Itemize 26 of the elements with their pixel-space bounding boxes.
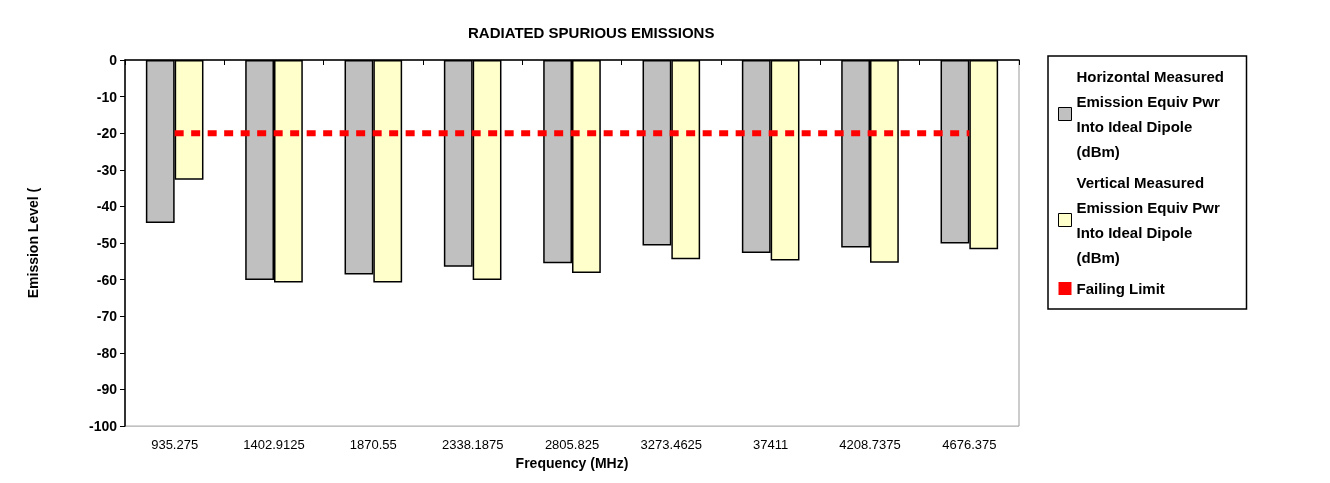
x-tick-label: 4208.7375 [839, 437, 901, 453]
x-tick-label: 37411 [753, 437, 789, 453]
x-tick-label: 3273.4625 [640, 437, 703, 453]
y-tick-label: -20 [96, 125, 118, 142]
y-axis-title: Emission Level ( [25, 187, 41, 299]
y-tick-label: -10 [96, 88, 118, 105]
legend-label: Horizontal Measured Emission Equiv Pwr Into Ideal Dipole (dBm) [1076, 68, 1229, 160]
x-tick-label: 1870.55 [349, 437, 397, 453]
y-tick-label: -100 [88, 418, 118, 435]
x-tick-label: 935.275 [151, 437, 199, 453]
x-tick-label: 2338.1875 [441, 437, 504, 453]
y-tick-label: -30 [96, 161, 118, 178]
y-tick-label: -90 [96, 381, 118, 398]
y-tick-label: -50 [96, 235, 118, 252]
chart-title: RADIATED SPURIOUS EMISSIONS [468, 24, 715, 41]
x-axis-title: Frequency (MHz) [515, 455, 629, 471]
legend-label: Failing Limit [1076, 280, 1165, 297]
x-tick-label: 4676.375 [942, 437, 997, 453]
x-tick-label: 1402.9125 [243, 437, 305, 453]
y-tick-label: -60 [96, 271, 118, 288]
y-tick-label: -80 [96, 344, 118, 361]
legend-label: Vertical Measured Emission Equiv Pwr Into Ideal Dipole (dBm) [1076, 174, 1225, 266]
y-tick-label: 0 [109, 52, 118, 68]
x-tick-label: 2805.825 [544, 437, 600, 453]
y-tick-label: -40 [96, 198, 118, 215]
y-tick-label: -70 [96, 308, 118, 325]
